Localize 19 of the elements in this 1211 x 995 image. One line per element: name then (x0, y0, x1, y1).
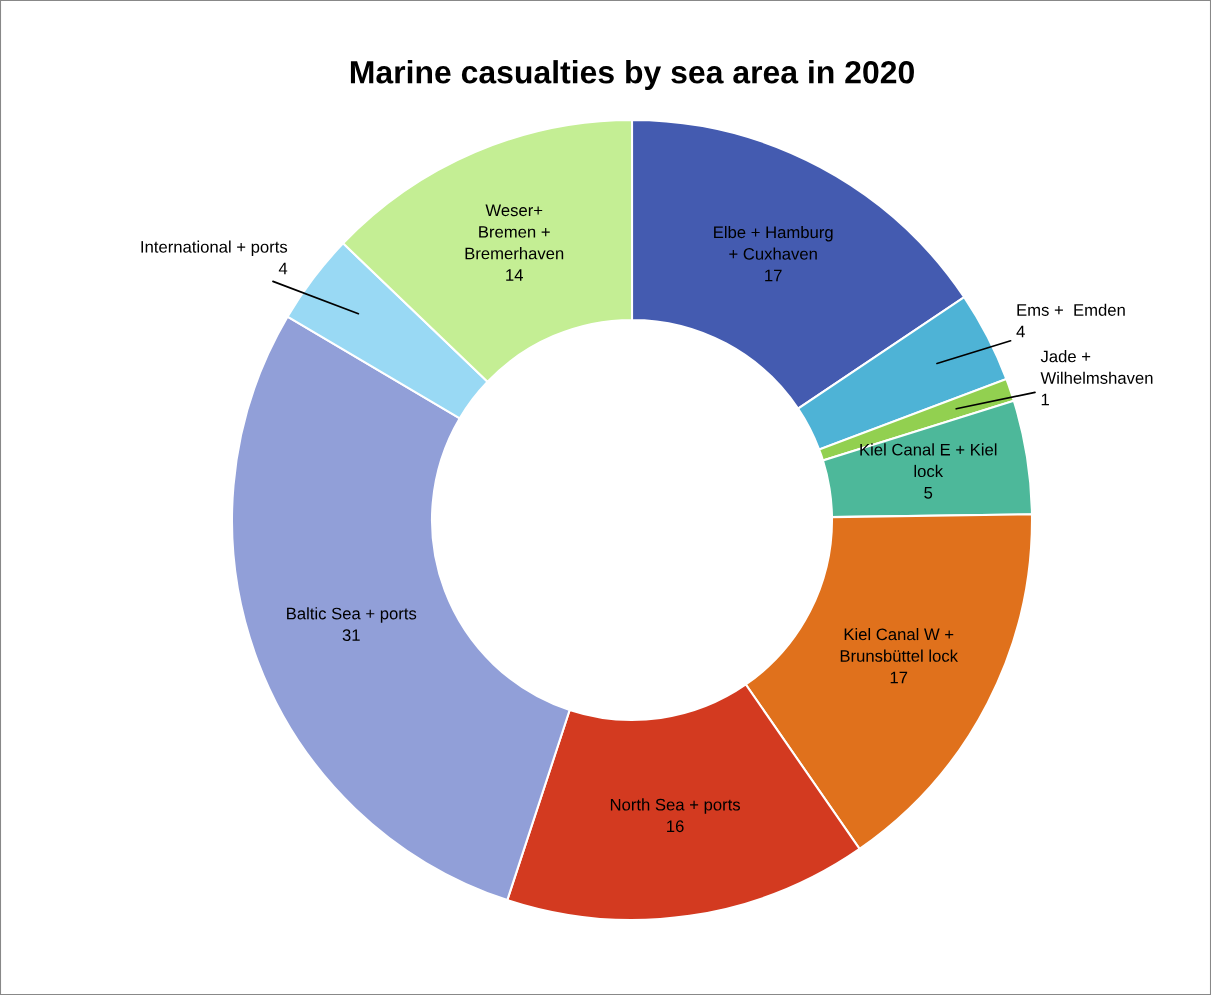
data-label: 4 (1016, 325, 1025, 338)
slice-label: Baltic Sea + ports (287, 607, 417, 623)
data-label: 14 (506, 269, 523, 281)
slice-label: Elbe + Hamburg + Cuxhaven (714, 225, 833, 260)
slice-label: International + ports (141, 240, 288, 257)
slice-label: Ems + Emden (1017, 303, 1125, 316)
chart-title: Marine casualties by sea area in 2020 (350, 60, 914, 90)
data-label: 17 (890, 671, 908, 684)
slice-label: Kiel Canal E + Kiel lock (860, 443, 997, 478)
data-label: 5 (924, 487, 933, 499)
slice-label: Jade + Wilhelmshaven (1040, 350, 1153, 384)
data-label: 16 (667, 820, 684, 833)
slice-label: Kiel Canal W + Brunsbüttel lock (840, 628, 959, 662)
data-label: 17 (765, 269, 782, 282)
data-label: 1 (1041, 393, 1049, 406)
data-label: 4 (278, 262, 288, 275)
slice-label: North Sea + ports (610, 798, 741, 814)
data-label: 31 (342, 629, 360, 642)
slice-label: Weser+ Bremen + Bremerhaven (465, 204, 564, 260)
